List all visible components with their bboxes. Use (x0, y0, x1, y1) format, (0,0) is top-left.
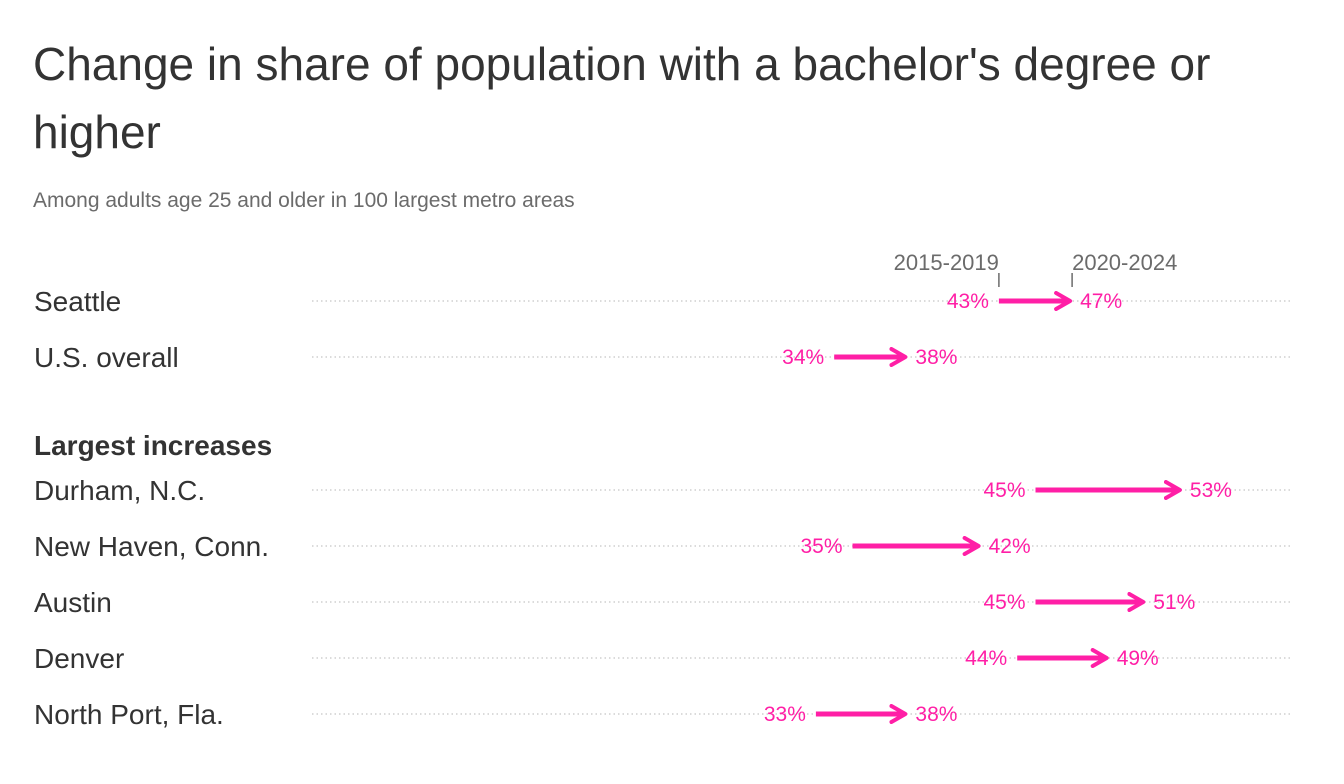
row-label-durham-n-c: Durham, N.C. (34, 475, 205, 506)
row-label-denver: Denver (34, 643, 124, 674)
start-value-label: 44% (965, 647, 1007, 670)
end-value-label: 38% (915, 346, 957, 369)
chart-title: Change in share of population with a bac… (33, 38, 1211, 158)
end-value-label: 42% (989, 535, 1031, 558)
row-label-u-s-overall: U.S. overall (34, 342, 179, 373)
period-label-end: 2020-2024 (1072, 250, 1177, 275)
row-label-austin: Austin (34, 587, 112, 618)
chart-subtitle: Among adults age 25 and older in 100 lar… (33, 189, 575, 212)
row-label-seattle: Seattle (34, 286, 121, 317)
end-value-label: 53% (1190, 479, 1232, 502)
start-value-label: 45% (983, 479, 1025, 502)
row-label-north-port-fla: North Port, Fla. (34, 699, 224, 730)
end-value-label: 49% (1117, 647, 1159, 670)
end-value-label: 38% (915, 703, 957, 726)
start-value-label: 45% (983, 591, 1025, 614)
start-value-label: 33% (764, 703, 806, 726)
row-label-new-haven-conn: New Haven, Conn. (34, 531, 269, 562)
period-label-start: 2015-2019 (894, 250, 999, 275)
start-value-label: 34% (782, 346, 824, 369)
end-value-label: 51% (1153, 591, 1195, 614)
start-value-label: 35% (800, 535, 842, 558)
start-value-label: 43% (947, 290, 989, 313)
end-value-label: 47% (1080, 290, 1122, 313)
section-label: Largest increases (34, 430, 272, 461)
